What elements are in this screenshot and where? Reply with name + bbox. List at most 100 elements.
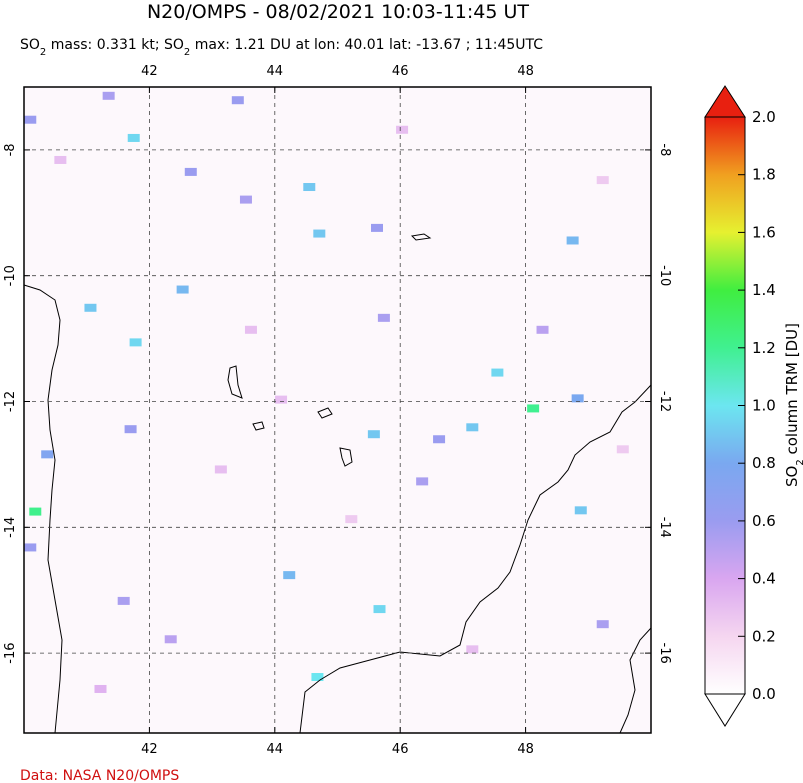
so2-pixel [416, 477, 429, 486]
coast-east [299, 384, 652, 734]
so2-pixel [29, 507, 42, 516]
island [339, 447, 353, 467]
colorbar-tick-label: 1.4 [752, 281, 776, 299]
coast-africa [23, 284, 63, 734]
so2-pixel [527, 404, 540, 413]
colorbar-tick-label: 0.0 [752, 685, 776, 703]
coast-madagascar [619, 627, 652, 734]
y-tick-label: -16 [657, 642, 672, 663]
so2-pixel [24, 543, 37, 552]
so2-pixel [94, 684, 107, 693]
text-part: column TRM [DU] [783, 323, 801, 459]
y-tick-label: -8 [657, 143, 672, 156]
x-tick-label: 42 [141, 742, 158, 757]
x-tick-label: 46 [392, 64, 409, 79]
coastlines [23, 233, 652, 734]
subtitle: SO2 mass: 0.331 kt; SO2 max: 1.21 DU at … [20, 37, 543, 58]
so2-pixel [184, 167, 197, 176]
so2-pixel [596, 620, 609, 629]
text-part: SO [20, 37, 40, 53]
colorbar-min-arrow [704, 693, 746, 727]
colorbar-max-arrow [704, 85, 746, 118]
map-frame [23, 86, 652, 734]
y-tick-label: -10 [3, 265, 18, 286]
so2-pixel [536, 325, 549, 334]
so2-pixel [396, 125, 409, 134]
island [252, 421, 265, 431]
subscript: 2 [795, 459, 803, 465]
x-tick-label: 44 [267, 64, 284, 79]
colorbar-tick-label: 0.4 [752, 570, 776, 588]
colorbar-tick-label: 0.6 [752, 512, 776, 530]
so2-pixel [275, 395, 288, 404]
so2-pixel [24, 115, 37, 124]
so2-pixel [491, 368, 504, 377]
so2-pixel [231, 96, 244, 105]
island [227, 365, 243, 399]
credit: Data: NASA N20/OMPS [20, 768, 179, 783]
colorbar-tick-label: 1.6 [752, 223, 776, 241]
so2-pixel [129, 338, 142, 347]
x-tick-label: 48 [517, 742, 534, 757]
colorbar-label: SO2 column TRM [DU] [783, 323, 803, 487]
so2-pixel [54, 155, 67, 164]
y-tick-label: -8 [3, 143, 18, 156]
so2-pixel [596, 176, 609, 185]
colorbar-tick-label: 0.2 [752, 627, 776, 645]
y-tick-label: -16 [3, 642, 18, 663]
so2-pixel [239, 195, 252, 204]
so2-pixel [84, 303, 97, 312]
so2-pixel [367, 430, 380, 439]
so2-pixel [176, 285, 189, 294]
text-part: mass: 0.331 kt; SO [46, 37, 184, 53]
map [23, 86, 652, 734]
grid [24, 87, 651, 733]
so2-pixel [616, 445, 629, 454]
x-tick-label: 46 [392, 742, 409, 757]
so2-pixel [102, 91, 115, 100]
y-tick-label: -14 [657, 517, 672, 538]
so2-pixel [164, 635, 177, 644]
so2-pixel [214, 465, 227, 474]
y-tick-label: -12 [3, 391, 18, 412]
cells [24, 91, 629, 693]
so2-pixel [283, 571, 296, 580]
so2-pixel [303, 183, 316, 192]
island [410, 233, 432, 241]
y-tick-label: -12 [657, 391, 672, 412]
colorbar-tick-label: 1.8 [752, 166, 776, 184]
subscript: 2 [184, 47, 190, 58]
so2-pixel [466, 423, 479, 432]
so2-pixel [566, 236, 579, 245]
text-part: SO [783, 466, 801, 487]
x-tick-label: 48 [517, 64, 534, 79]
y-tick-label: -14 [3, 517, 18, 538]
map-background [24, 87, 651, 733]
colorbar-tick-label: 0.8 [752, 454, 776, 472]
so2-pixel [345, 515, 358, 524]
so2-pixel [377, 313, 390, 322]
so2-pixel [244, 325, 257, 334]
so2-pixel [574, 506, 587, 515]
so2-pixel [373, 605, 386, 614]
title: N20/OMPS - 08/02/2021 10:03-11:45 UT [147, 1, 529, 23]
so2-pixel [571, 394, 584, 403]
so2-pixel [371, 223, 384, 232]
so2-pixel [311, 673, 324, 682]
so2-pixel [124, 425, 137, 434]
x-tick-label: 42 [141, 64, 158, 79]
so2-pixel [433, 435, 446, 444]
colorbar-tick-label: 1.0 [752, 397, 776, 415]
text-part: max: 1.21 DU at lon: 40.01 lat: -13.67 ;… [190, 37, 543, 53]
so2-pixel [117, 596, 130, 605]
colorbar-tick-label: 1.2 [752, 339, 776, 357]
island [317, 407, 333, 419]
y-tick-label: -10 [657, 265, 672, 286]
subscript: 2 [40, 47, 46, 58]
so2-pixel [313, 229, 326, 238]
colorbar-tick-label: 2.0 [752, 108, 776, 126]
x-tick-label: 44 [267, 742, 284, 757]
so2-pixel [41, 450, 54, 459]
so2-pixel [127, 133, 140, 142]
